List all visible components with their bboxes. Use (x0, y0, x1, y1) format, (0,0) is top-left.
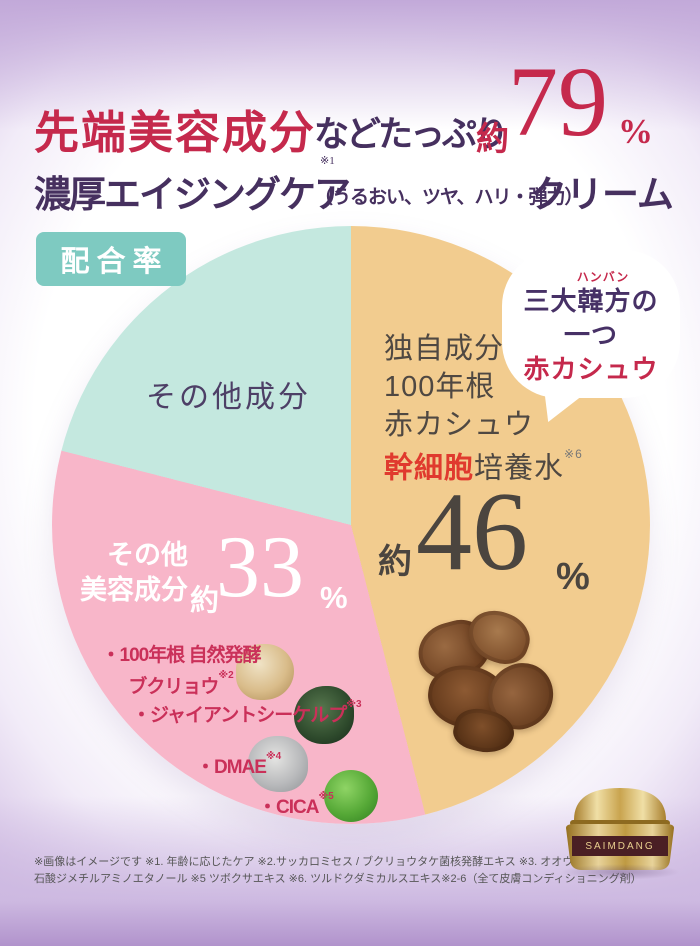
bubble-line2: 一つ (563, 321, 618, 350)
unique-ingredient-label: 独自成分 100年根 赤カシュウ 幹細胞培養水※6 (384, 330, 583, 488)
subheadline-paren: （うるおい、ツヤ、ハリ・弾力） (314, 187, 583, 208)
pink-label-line2: 美容成分 (80, 575, 188, 605)
product-jar-image: SAIMDANG (550, 780, 690, 880)
headline-highlight: 先端美容成分 (34, 108, 317, 158)
note-ref: ※3 (346, 698, 362, 710)
speech-bubble: ハンバン 三大韓方の 一つ 赤カシュウ (502, 250, 680, 398)
sea-kelp-photo (294, 686, 354, 744)
subheadline-note-ref: ※1 (320, 155, 335, 167)
note-ref: ※4 (265, 750, 282, 762)
note-ref: ※6 (564, 447, 583, 461)
pink-percent-value: 33 (216, 519, 304, 616)
dmae-powder-photo (248, 736, 308, 792)
note-ref: ※2 (218, 670, 234, 681)
pink-label-line1: その他 (107, 540, 188, 570)
other-ingredients-label: その他成分 (146, 381, 311, 414)
subheadline-tail: クリーム (530, 175, 674, 216)
orange-approx: 約 (378, 543, 412, 581)
list-item-pokuryou-line1: ・100年根 自然発酵 (101, 645, 262, 666)
headline-rest: などたっぷり (314, 115, 509, 154)
pink-approx: 約 (190, 585, 220, 617)
list-item-dmae: ・DMAE※4 (196, 750, 282, 778)
ratio-badge: 配合率 (36, 232, 186, 286)
headline-percent-value: 79 (508, 46, 608, 157)
jar-graphic: SAIMDANG (566, 788, 674, 870)
subheadline-lead: 濃厚エイジングケア (34, 175, 351, 216)
stem-cell-highlight: 幹細胞 (384, 452, 475, 485)
brand-label: SAIMDANG (585, 841, 654, 852)
bubble-line3: 赤カシュウ (523, 355, 659, 384)
bubble-line1: 三大韓方の (523, 287, 659, 316)
orange-percent-value: 46 (416, 470, 528, 594)
list-item-pokuryou: ・100年根 自然発酵 ブクリョウ※2 (82, 642, 280, 700)
list-item-giant-sea-kelp: ・ジャイアントシーケルプ※3 (132, 698, 362, 726)
orange-line1: 独自成分 (384, 333, 505, 365)
other-beauty-ingredients-label: その他 美容成分 (62, 538, 188, 608)
jar-shadow (560, 864, 680, 880)
note-ref: ※5 (318, 790, 334, 802)
orange-line3: 赤カシュウ (384, 409, 535, 441)
orange-line4: 幹細胞培養水※6 (384, 447, 583, 485)
cica-leaf-photo (324, 770, 378, 822)
orange-percent-sign: % (556, 556, 590, 598)
akakashu-root-photo (410, 602, 570, 759)
headline-approx: 約 (476, 122, 509, 158)
footnote-text: ※画像はイメージです ※1. 年齢に応じたケア ※2.サッカロミセス / ブクリ… (34, 856, 664, 886)
orange-line2: 100年根 (384, 371, 496, 403)
list-item-pokuryou-line2: ブクリョウ※2 (128, 670, 234, 698)
pink-percent-sign: % (320, 580, 348, 615)
list-item-cica: ・CICA※5 (258, 790, 334, 818)
bubble-furigana: ハンバン (576, 270, 630, 284)
headline-percent-sign: % (618, 112, 653, 151)
pokuryou-photo (236, 644, 294, 700)
